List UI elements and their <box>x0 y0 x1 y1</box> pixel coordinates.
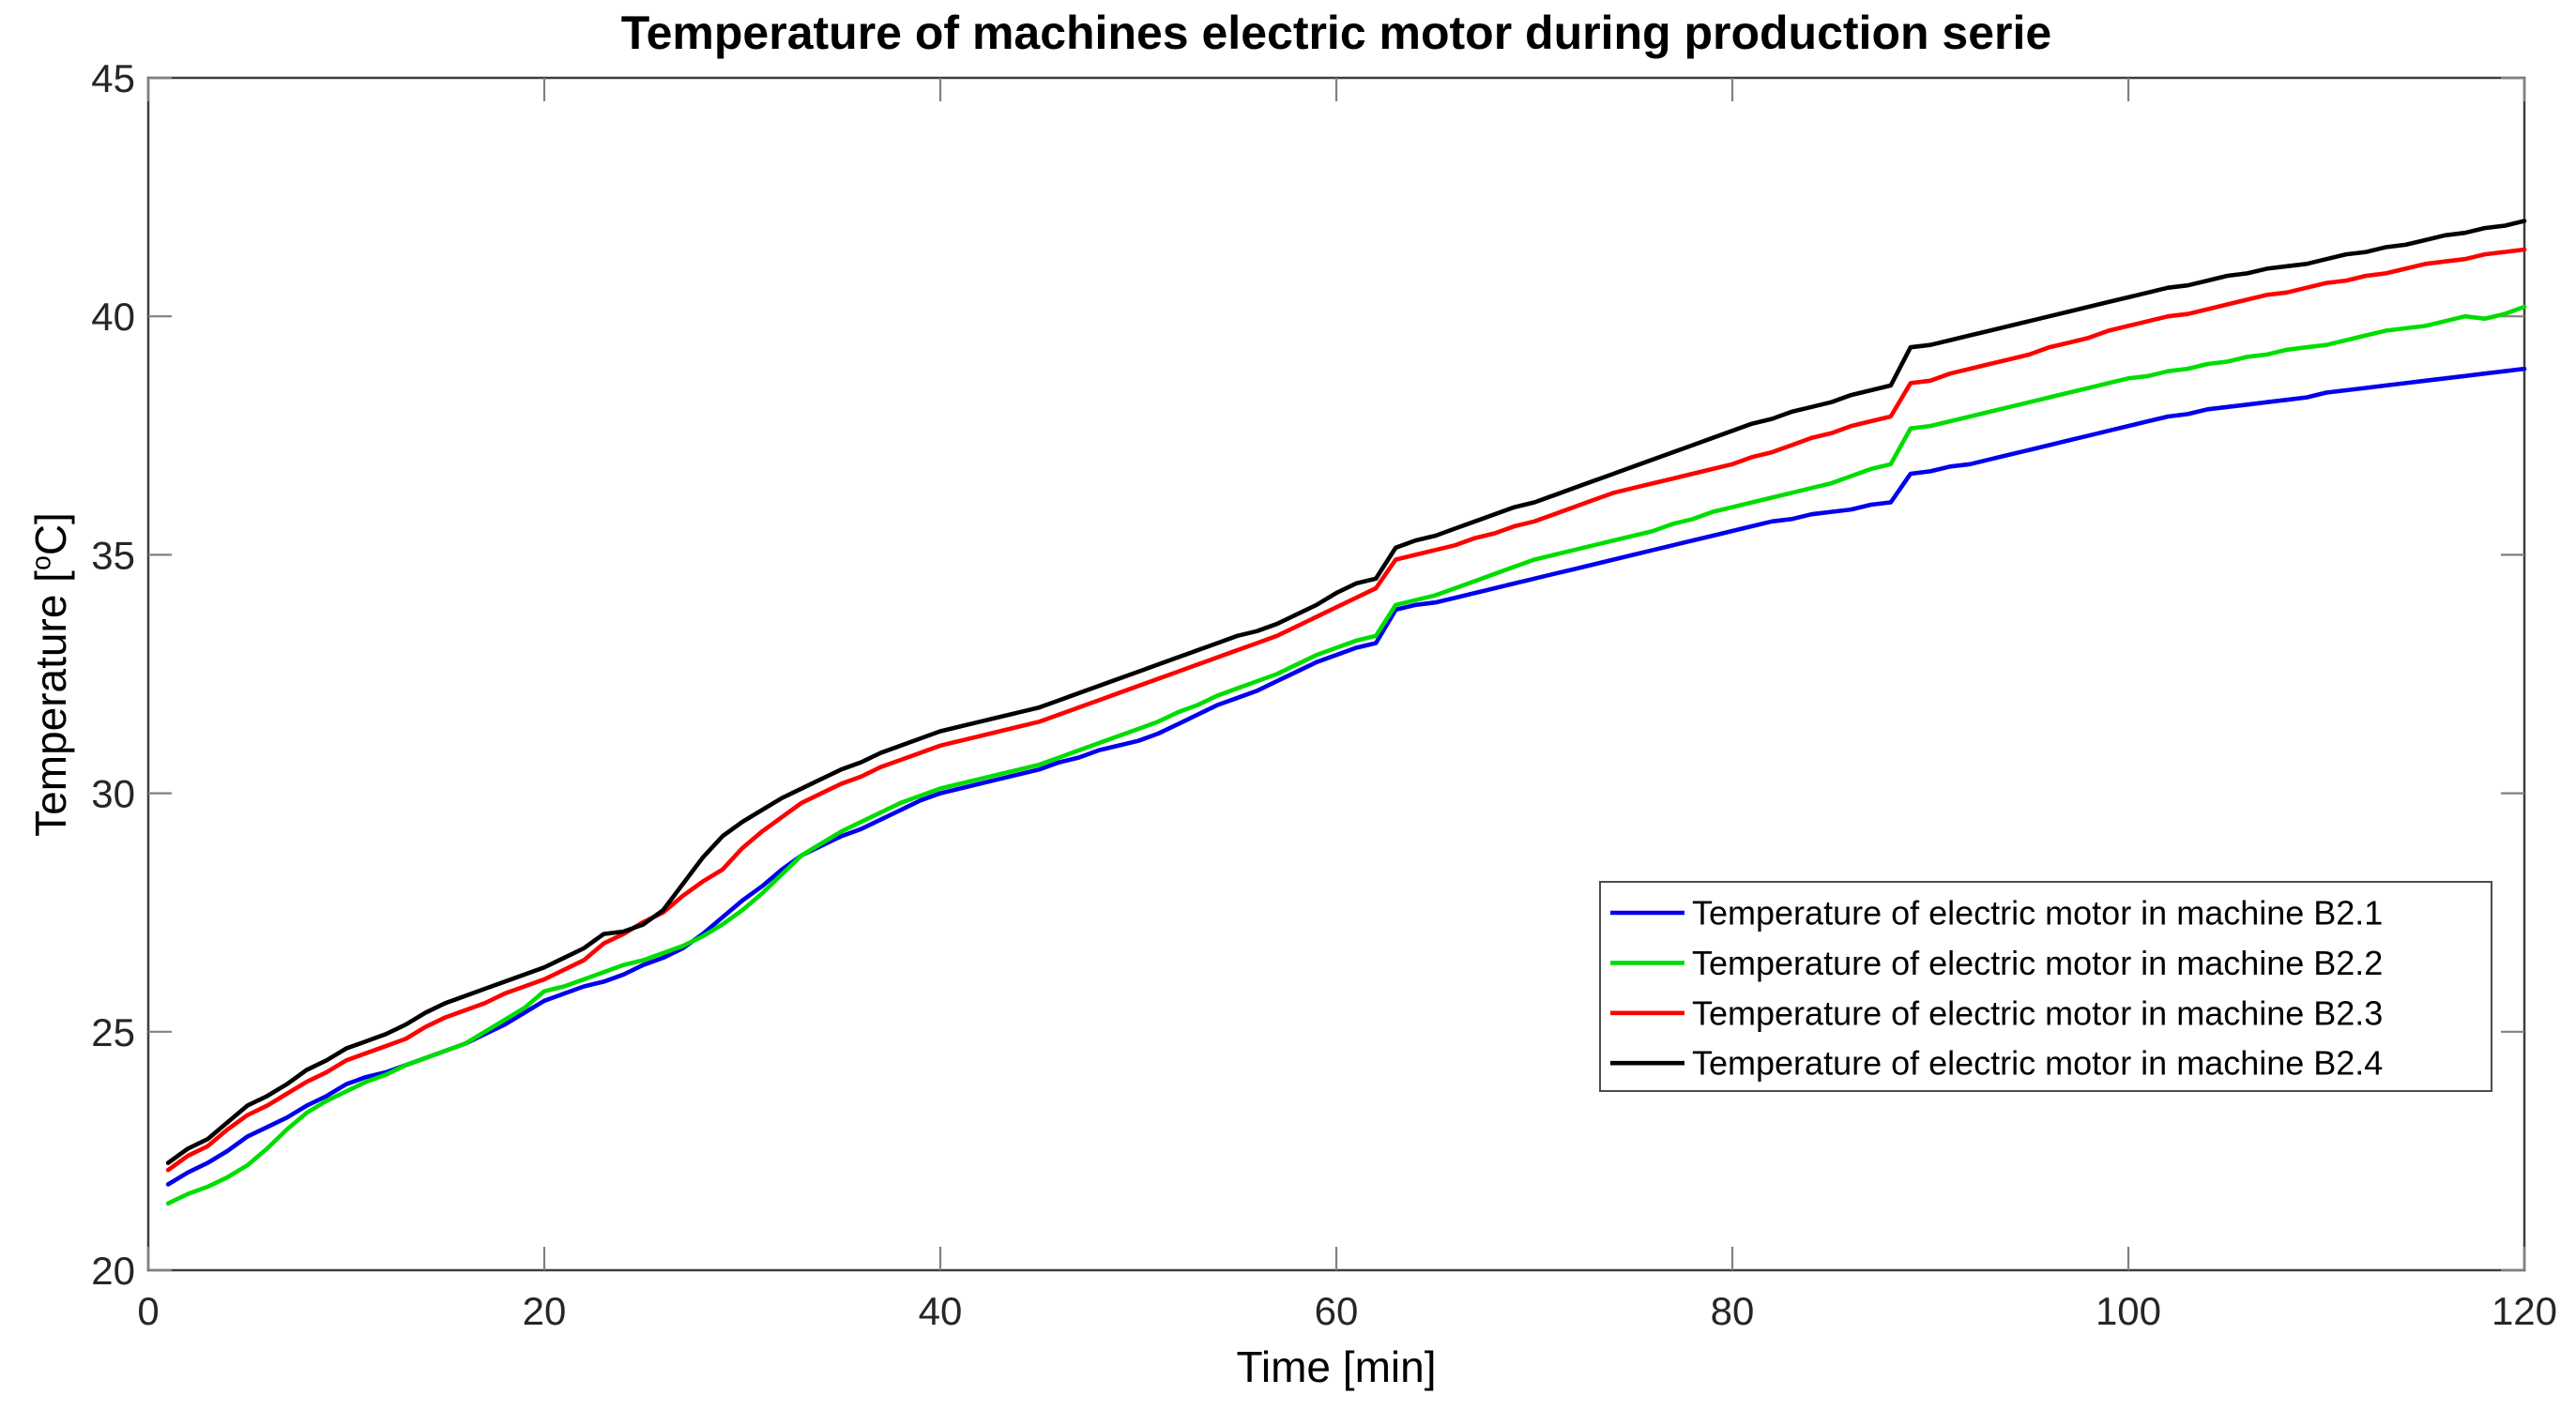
legend-label: Temperature of electric motor in machine… <box>1692 993 2383 1032</box>
x-tick-label: 20 <box>523 1289 567 1333</box>
x-tick-label: 40 <box>919 1289 963 1333</box>
legend-box <box>1599 881 2492 1092</box>
y-axis-label: Temperature [oC] <box>25 512 76 837</box>
legend-label: Temperature of electric motor in machine… <box>1692 894 2383 932</box>
y-tick-label: 25 <box>91 1010 135 1054</box>
x-tick-label: 80 <box>1711 1289 1755 1333</box>
y-tick-label: 45 <box>91 56 135 100</box>
x-tick-label: 60 <box>1315 1289 1359 1333</box>
legend-label: Temperature of electric motor in machine… <box>1692 944 2383 982</box>
y-tick-label: 35 <box>91 533 135 577</box>
series-line-4 <box>165 219 2527 1165</box>
y-tick-label: 20 <box>91 1249 135 1293</box>
chart-title: Temperature of machines electric motor d… <box>620 7 2052 59</box>
y-axis-label-text: Temperature [ <box>26 570 75 837</box>
legend-label: Temperature of electric motor in machine… <box>1692 1044 2383 1083</box>
y-tick-label: 40 <box>91 295 135 339</box>
series-line-1 <box>165 366 2527 1187</box>
x-tick-label: 0 <box>137 1289 159 1333</box>
x-tick-label: 100 <box>2096 1289 2161 1333</box>
y-axis-label-unit: C] <box>26 512 75 556</box>
x-axis-label: Time [min] <box>1236 1342 1437 1391</box>
y-tick-label: 30 <box>91 772 135 816</box>
series-line-2 <box>165 304 2527 1206</box>
y-axis-label-superscript: o <box>26 555 57 571</box>
series-line-3 <box>165 247 2527 1173</box>
x-tick-label: 120 <box>2492 1289 2557 1333</box>
